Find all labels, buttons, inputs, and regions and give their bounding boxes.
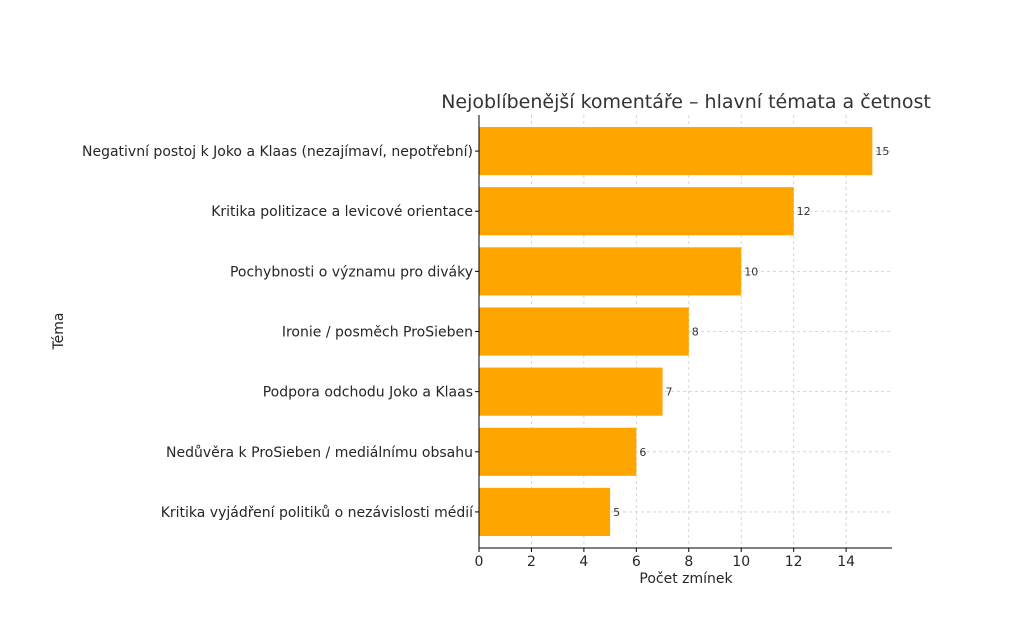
value-label: 12 <box>797 205 811 218</box>
value-label: 6 <box>639 446 646 459</box>
bars <box>479 127 873 536</box>
x-tick-label: 10 <box>732 554 750 570</box>
y-axis-title: Téma <box>51 312 67 350</box>
x-tick-label: 12 <box>785 554 803 570</box>
bar <box>479 187 794 236</box>
x-axis-title: Počet zmínek <box>639 571 733 587</box>
bar <box>479 427 637 476</box>
category-label: Kritika vyjádření politiků o nezávislost… <box>161 505 474 521</box>
axes <box>475 115 892 552</box>
category-label: Ironie / posměch ProSieben <box>282 325 473 341</box>
value-label: 8 <box>692 326 699 339</box>
bar <box>479 367 663 416</box>
value-label: 5 <box>613 506 620 519</box>
category-label: Nedůvěra k ProSieben / mediálnímu obsahu <box>166 445 473 461</box>
x-tick-label: 2 <box>527 554 536 570</box>
bar <box>479 307 689 356</box>
labels: 15 Negativní postoj k Joko a Klaas (nezaj… <box>82 144 889 570</box>
bar <box>479 487 611 536</box>
bar <box>479 127 873 176</box>
value-label: 7 <box>666 386 673 399</box>
x-tick-label: 4 <box>579 554 588 570</box>
value-label: 10 <box>744 265 758 278</box>
chart-title: Nejoblíbenější komentáře – hlavní témata… <box>441 91 931 113</box>
value-label: 15 <box>875 145 889 158</box>
category-label: Podpora odchodu Joko a Klaas <box>263 385 473 401</box>
category-label: Negativní postoj k Joko a Klaas (nezajím… <box>82 144 473 160</box>
category-label: Pochybnosti o významu pro diváky <box>230 264 473 280</box>
x-tick-label: 8 <box>684 554 693 570</box>
bar <box>479 247 742 296</box>
x-tick-label: 6 <box>632 554 641 570</box>
x-tick-label: 0 <box>475 554 484 570</box>
category-label: Kritika politizace a levicové orientace <box>211 204 473 220</box>
x-tick-label: 14 <box>837 554 855 570</box>
